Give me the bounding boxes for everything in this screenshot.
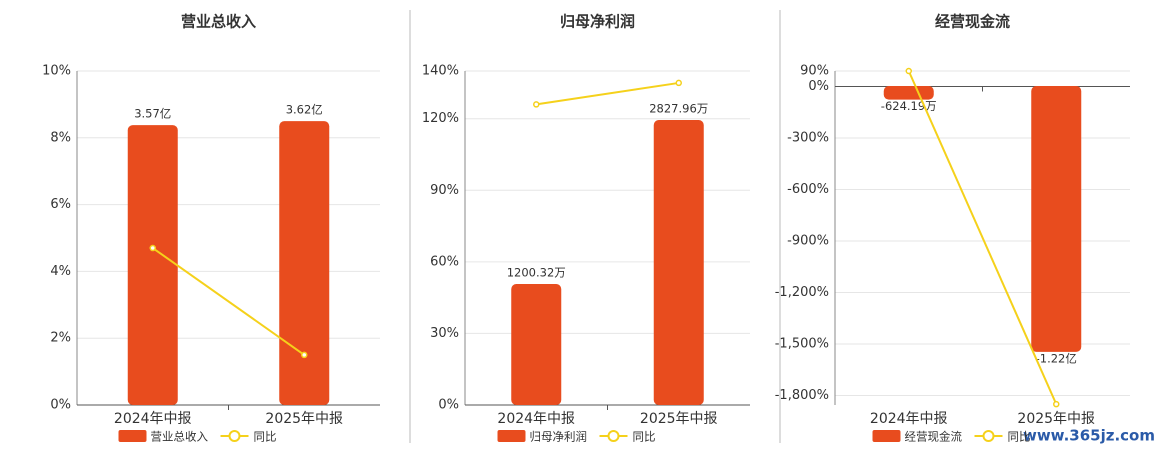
y-tick-label: -1,800% <box>775 388 829 403</box>
y-tick-label: 4% <box>50 264 71 279</box>
line <box>536 81 679 106</box>
legend-label: 营业总收入 <box>151 430 209 444</box>
chart-title: 营业总收入 <box>181 13 256 31</box>
x-tick-label: 2025年中报 <box>640 411 718 427</box>
bar <box>511 284 562 405</box>
value-label: 1200.32万 <box>507 266 566 280</box>
y-tick-label: -1,500% <box>775 337 829 352</box>
y-tick-label: 8% <box>50 130 71 145</box>
legend-swatch <box>497 430 526 442</box>
value-label: -624.19万 <box>881 99 937 113</box>
x-tick-label: 2024年中报 <box>497 411 575 427</box>
value-label: 3.57亿 <box>134 107 171 121</box>
bar <box>653 119 704 405</box>
value-label: 3.62亿 <box>286 103 323 117</box>
y-tick-label: 0% <box>50 398 71 413</box>
line-point <box>675 79 682 87</box>
legend-swatch <box>118 430 147 442</box>
bar <box>883 85 934 100</box>
y-tick-label: -1,200% <box>775 285 829 300</box>
y-tick-label: 0% <box>808 79 829 94</box>
y-tick-label: 90% <box>800 64 829 79</box>
legend-label: 归母净利润 <box>530 430 588 444</box>
x-tick-label: 2025年中报 <box>265 411 343 427</box>
bar <box>279 121 330 405</box>
line <box>907 70 1058 405</box>
line-point <box>533 101 540 108</box>
legend-label: 同比 <box>633 430 656 444</box>
legend-label: 同比 <box>1008 430 1031 444</box>
y-tick-label: 90% <box>430 183 459 198</box>
y-tick-label: 120% <box>422 111 459 126</box>
value-label: 2827.96万 <box>649 101 708 115</box>
legend-marker <box>607 430 620 442</box>
y-tick-label: 0% <box>438 398 459 413</box>
x-tick-label: 2024年中报 <box>870 411 948 427</box>
legend-label: 同比 <box>254 430 277 444</box>
chart-title: 归母净利润 <box>560 13 635 31</box>
line-point <box>905 67 912 75</box>
line <box>152 247 305 356</box>
y-tick-label: -600% <box>787 182 829 197</box>
y-tick-label: 6% <box>50 197 71 212</box>
y-tick-label: 2% <box>50 331 71 346</box>
legend-marker <box>982 430 995 442</box>
x-tick-label: 2025年中报 <box>1017 411 1095 427</box>
watermark: www.365jz.com <box>1023 427 1155 445</box>
y-tick-label: 60% <box>430 254 459 269</box>
legend-marker <box>228 430 241 442</box>
line-point <box>1053 400 1060 408</box>
legend-label: 经营现金流 <box>905 430 963 444</box>
chart-title: 经营现金流 <box>935 13 1010 31</box>
line-point <box>301 351 308 359</box>
line-point <box>149 244 156 252</box>
y-tick-label: 10% <box>42 64 71 79</box>
bar <box>1031 85 1082 352</box>
y-tick-label: -900% <box>787 234 829 249</box>
value-label: -1.22亿 <box>1036 351 1077 365</box>
legend-swatch <box>872 430 901 442</box>
x-tick-label: 2024年中报 <box>114 411 192 427</box>
y-tick-label: 30% <box>430 326 459 341</box>
y-tick-label: -300% <box>787 130 829 145</box>
bar <box>127 125 178 405</box>
y-tick-label: 140% <box>422 64 459 79</box>
